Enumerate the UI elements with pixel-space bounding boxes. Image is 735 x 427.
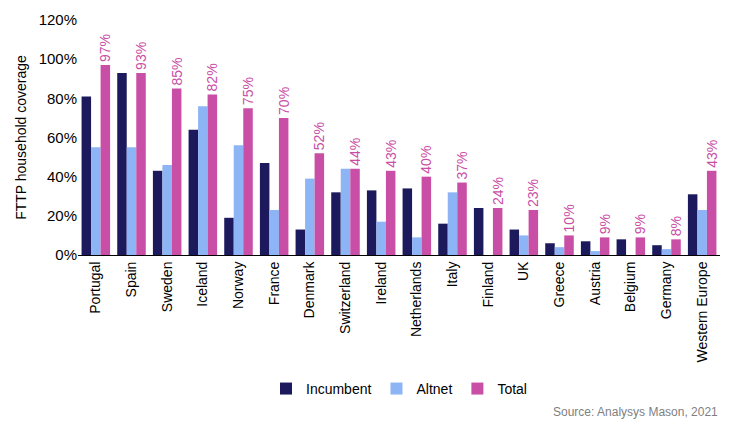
svg-text:100%: 100%: [39, 50, 77, 67]
svg-text:24%: 24%: [490, 177, 506, 205]
svg-text:FTTP household coverage: FTTP household coverage: [13, 55, 29, 220]
svg-text:60%: 60%: [47, 129, 77, 146]
svg-text:40%: 40%: [418, 146, 434, 174]
svg-text:Belgium: Belgium: [622, 262, 638, 313]
svg-text:Altnet: Altnet: [416, 381, 452, 397]
svg-text:0%: 0%: [55, 246, 77, 263]
svg-text:Spain: Spain: [123, 262, 139, 298]
svg-text:Incumbent: Incumbent: [306, 381, 371, 397]
svg-text:20%: 20%: [47, 207, 77, 224]
svg-text:97%: 97%: [97, 34, 113, 62]
svg-text:70%: 70%: [276, 87, 292, 115]
svg-text:Sweden: Sweden: [159, 262, 175, 313]
svg-text:82%: 82%: [204, 63, 220, 91]
svg-text:Western Europe: Western Europe: [694, 261, 710, 362]
svg-text:43%: 43%: [383, 140, 399, 168]
svg-text:Total: Total: [497, 381, 527, 397]
svg-text:8%: 8%: [668, 216, 684, 236]
svg-text:Netherlands: Netherlands: [408, 262, 424, 338]
svg-text:75%: 75%: [240, 77, 256, 105]
svg-text:Norway: Norway: [230, 262, 246, 309]
svg-text:23%: 23%: [525, 179, 541, 207]
svg-text:Ireland: Ireland: [373, 262, 389, 305]
svg-text:Greece: Greece: [551, 261, 567, 307]
svg-text:37%: 37%: [454, 152, 470, 180]
svg-text:Portugal: Portugal: [87, 262, 103, 314]
svg-text:Denmark: Denmark: [301, 261, 317, 319]
svg-text:40%: 40%: [47, 168, 77, 185]
svg-text:Finland: Finland: [480, 262, 496, 308]
svg-text:52%: 52%: [311, 122, 327, 150]
svg-text:Source: Analysys Mason, 2021: Source: Analysys Mason, 2021: [553, 405, 718, 419]
svg-text:120%: 120%: [39, 11, 77, 28]
svg-text:93%: 93%: [133, 42, 149, 70]
svg-text:10%: 10%: [561, 204, 577, 232]
svg-text:Germany: Germany: [658, 262, 674, 320]
svg-text:9%: 9%: [597, 214, 613, 234]
svg-text:43%: 43%: [704, 140, 720, 168]
svg-text:Iceland: Iceland: [194, 262, 210, 307]
svg-text:Austria: Austria: [587, 261, 603, 305]
svg-text:9%: 9%: [632, 214, 648, 234]
svg-text:44%: 44%: [347, 138, 363, 166]
svg-text:80%: 80%: [47, 90, 77, 107]
svg-text:85%: 85%: [169, 58, 185, 86]
svg-text:Switzerland: Switzerland: [337, 262, 353, 334]
svg-text:France: France: [266, 261, 282, 305]
svg-text:Italy: Italy: [444, 262, 460, 288]
svg-text:UK: UK: [515, 261, 531, 281]
